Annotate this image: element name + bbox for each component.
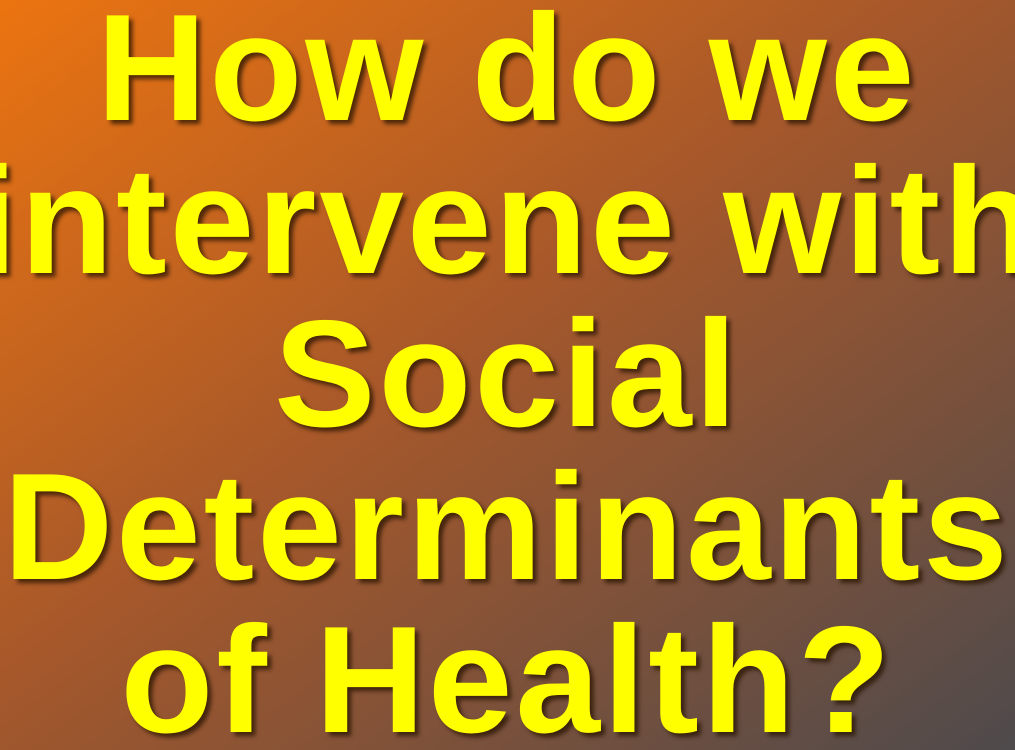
title-line: How do we (97, 0, 918, 153)
title-line: Determinants (3, 442, 1010, 612)
title-line: Social (274, 289, 740, 459)
title-line: of Health? (120, 595, 893, 750)
title-line: intervene with (0, 136, 1015, 306)
